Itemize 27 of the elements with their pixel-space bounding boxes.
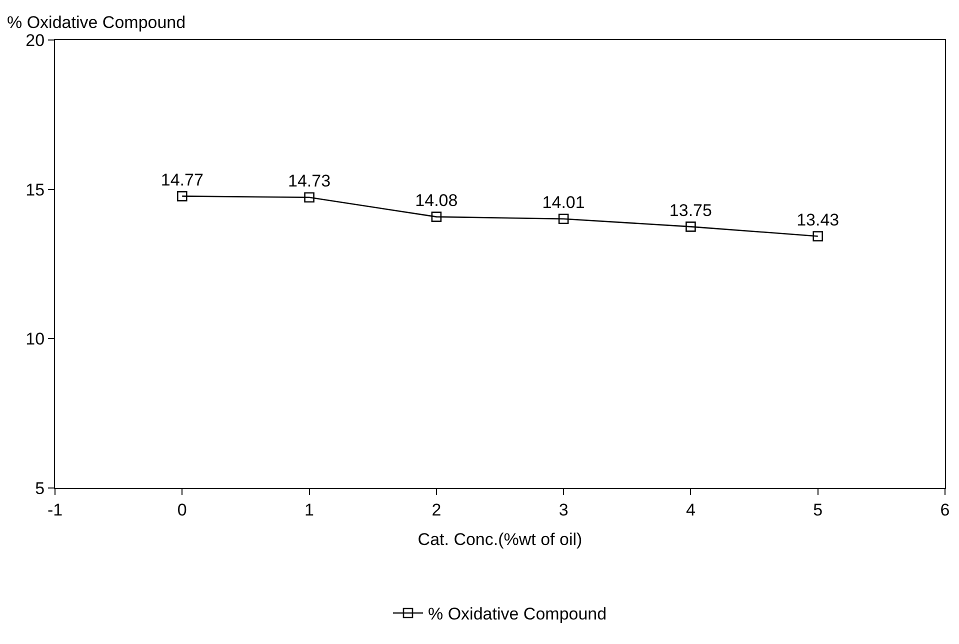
point xyxy=(812,231,824,242)
point xyxy=(304,192,314,203)
point xyxy=(686,222,696,232)
data-label: 13.75 xyxy=(669,200,712,220)
data-label: 14.08 xyxy=(415,190,458,210)
data-label: 14.77 xyxy=(160,170,204,190)
legend-label: % Oxidative Compound xyxy=(428,604,607,624)
y-tick-label: 10 xyxy=(26,330,45,349)
data-label: 14.73 xyxy=(288,172,331,191)
x-tick-label: 4 xyxy=(686,500,696,520)
y-axis-title: % Oxidative Compound xyxy=(7,13,186,32)
x-tick-label: 3 xyxy=(558,500,568,520)
x-tick-label: 5 xyxy=(813,500,823,520)
point xyxy=(558,214,569,224)
y-tick-label: 20 xyxy=(26,30,45,50)
data-label: 14.01 xyxy=(542,193,585,212)
x-tick-label: 1 xyxy=(304,500,314,520)
x-tick-label: 6 xyxy=(940,500,950,520)
y-tick-label: 5 xyxy=(35,478,45,498)
y-tick-label: 15 xyxy=(26,180,45,200)
point xyxy=(431,212,442,222)
x-tick-label: -1 xyxy=(47,500,63,520)
data-label: 13.43 xyxy=(796,210,840,230)
x-tick-label: 0 xyxy=(177,500,187,520)
x-tick-label: 2 xyxy=(432,500,442,520)
point xyxy=(176,191,188,202)
x-axis-title: Cat. Conc.(%wt of oil) xyxy=(418,530,582,549)
